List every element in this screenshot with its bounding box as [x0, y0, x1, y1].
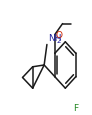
- Text: NH: NH: [48, 33, 61, 42]
- Text: O: O: [56, 31, 63, 40]
- Text: 2: 2: [57, 38, 61, 44]
- Text: F: F: [73, 103, 78, 112]
